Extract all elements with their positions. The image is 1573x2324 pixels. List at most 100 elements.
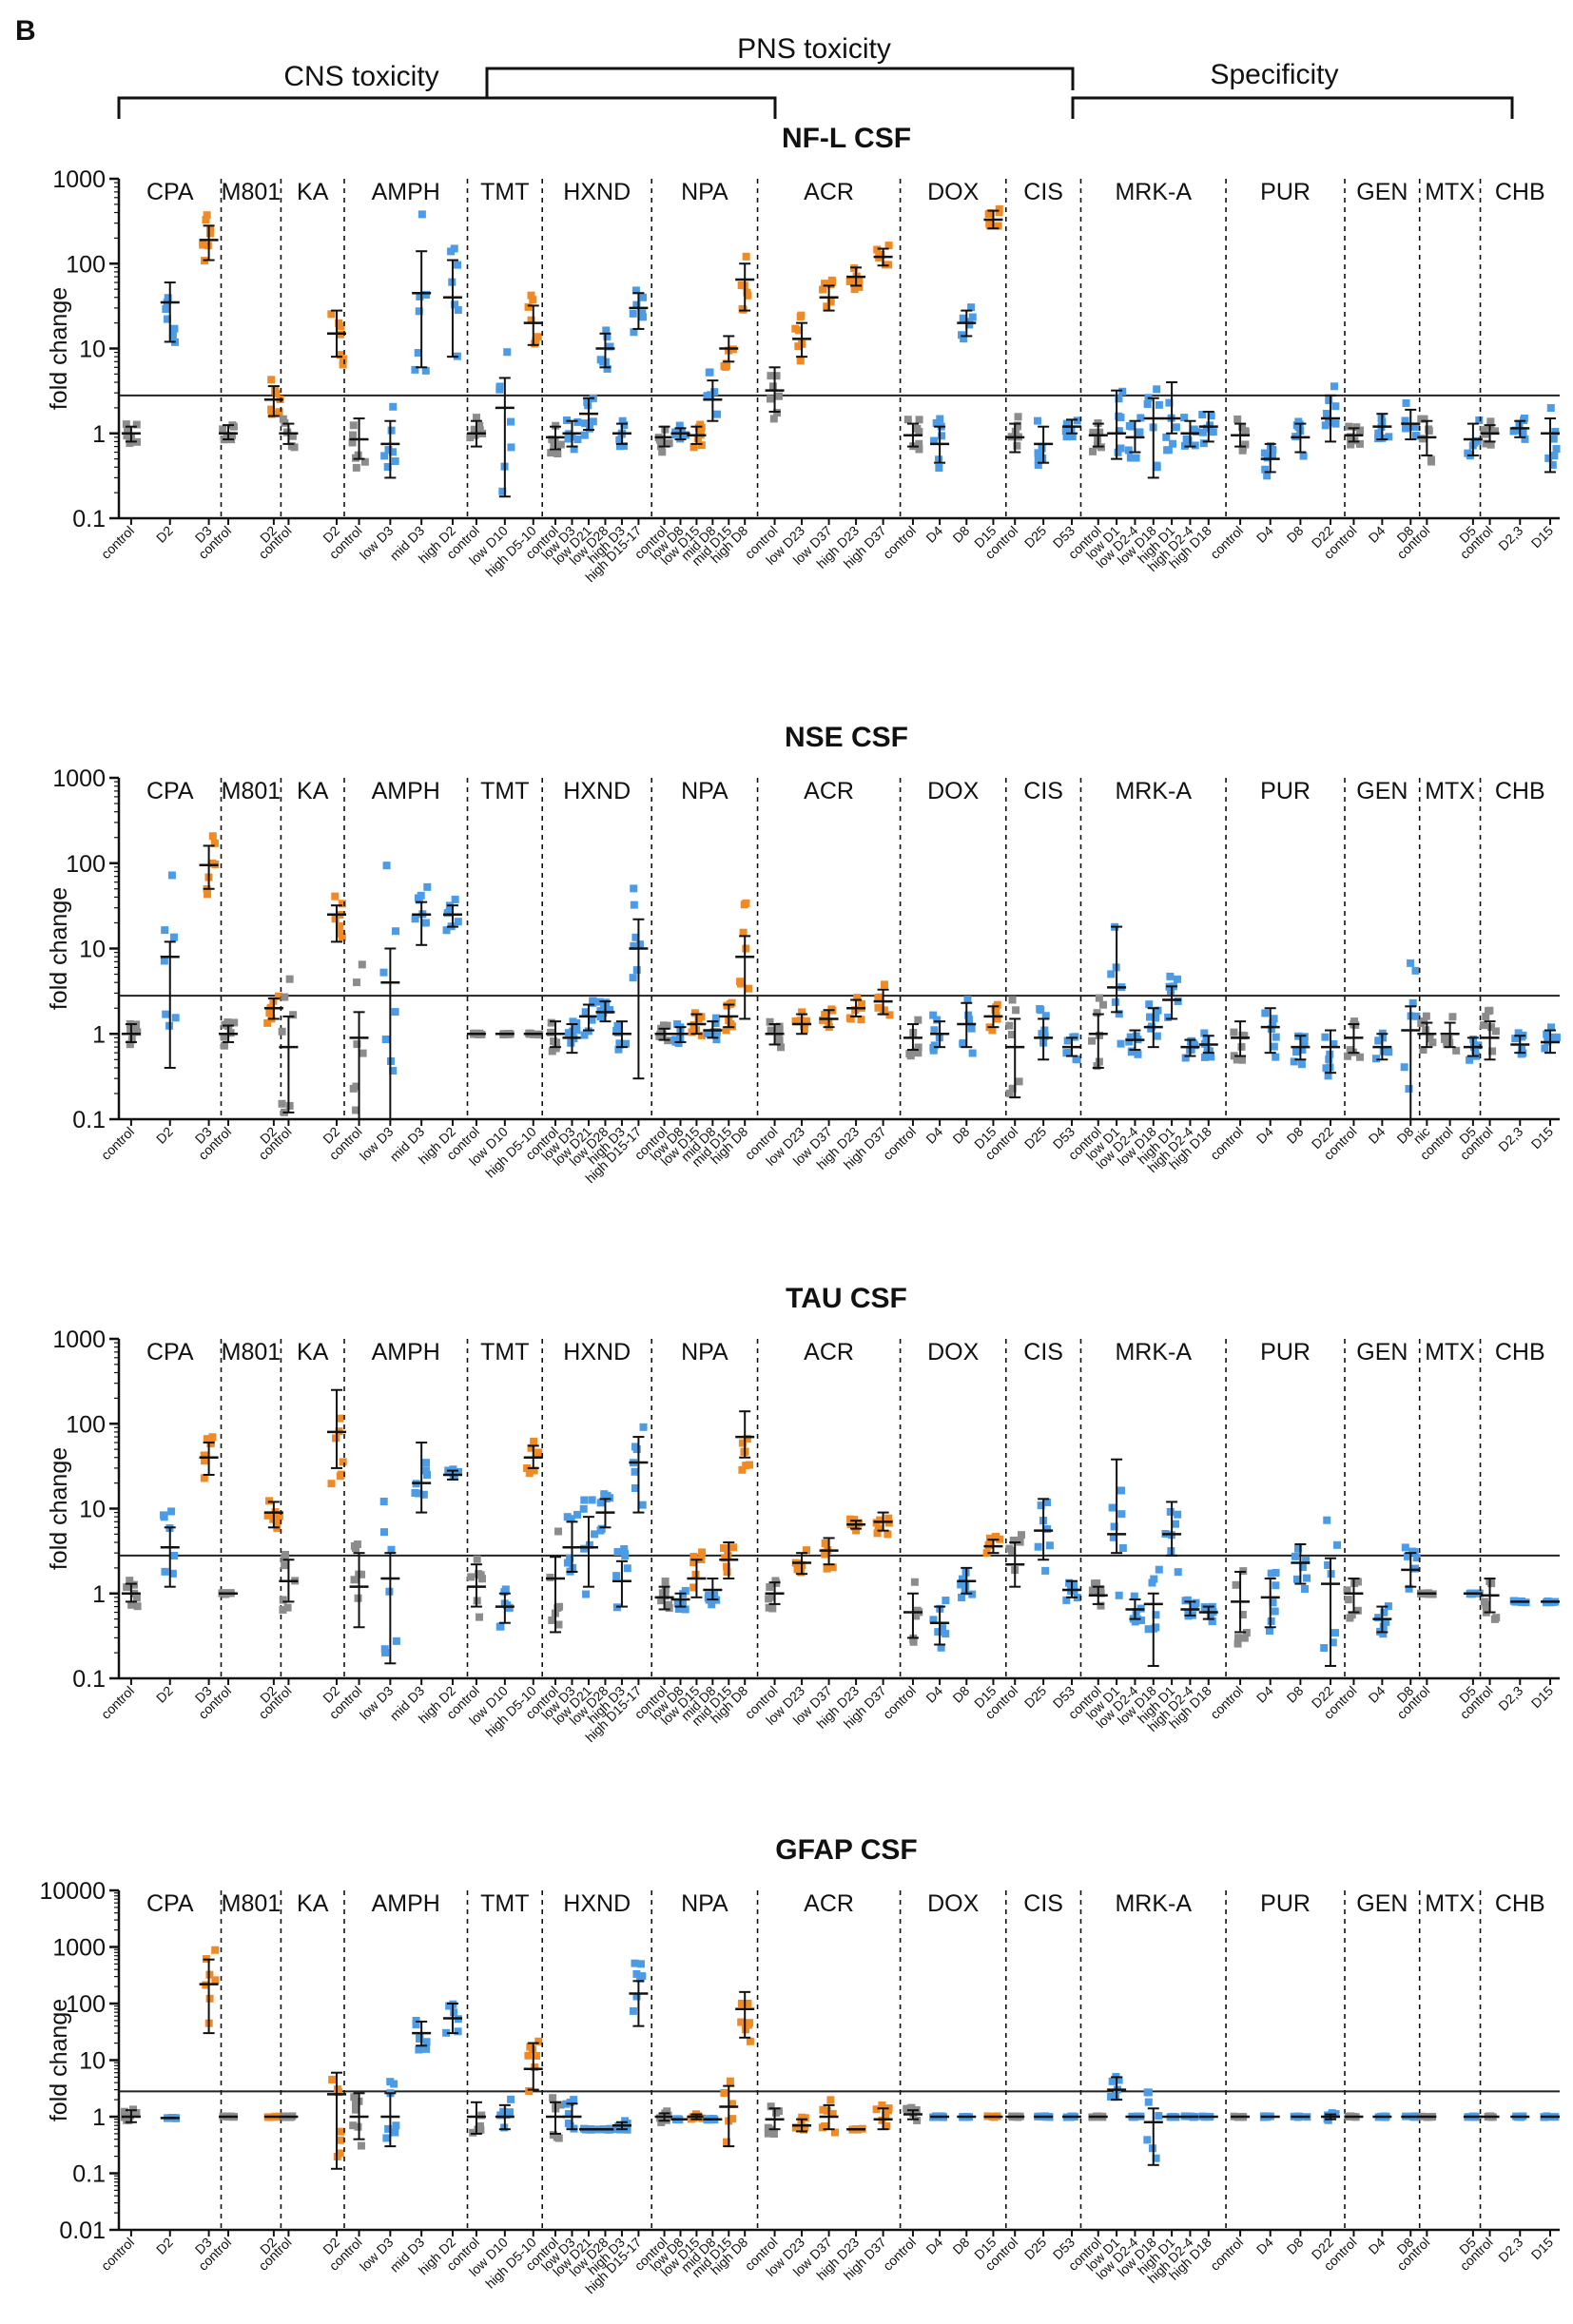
data-point [507,2095,515,2103]
data-point [1487,1023,1496,1032]
data-point [743,288,751,297]
data-point [767,1026,775,1035]
y-tick-label: 0.1 [72,1107,106,1133]
data-point [1172,423,1180,432]
data-point [819,2105,827,2114]
data-point [549,2094,557,2102]
data-point [1146,1013,1155,1021]
data-point [938,432,946,440]
group-label: TMT [480,1339,529,1365]
data-point [620,421,629,430]
x-tick-label: D2,3 [1495,523,1525,553]
y-axis-label: fold change [46,287,72,410]
data-point [384,446,393,455]
data-point [661,1592,670,1600]
data-point [697,441,706,450]
data-point [742,944,750,953]
data-point [530,1438,538,1446]
data-point [1233,1055,1241,1064]
x-tick-label: control [1207,2235,1246,2274]
data-point [123,432,131,440]
data-point [580,1031,589,1039]
data-point [906,2104,915,2113]
data-point [530,1466,538,1475]
data-point [1153,461,1161,470]
data-point [986,222,995,230]
data-point [327,310,336,319]
x-tick-label: control [255,523,294,562]
data-point [1480,426,1488,435]
data-point [612,1026,621,1035]
data-point [657,1597,666,1605]
data-point [728,2115,737,2123]
data-point [764,2129,772,2138]
data-point [803,1546,811,1555]
data-point [623,1564,631,1573]
x-tick-label: control [880,1124,919,1163]
data-point [466,434,475,442]
y-tick-label: 1000 [52,765,106,792]
data-point [1117,1486,1126,1495]
data-point [1124,446,1133,455]
data-point [1198,428,1207,436]
data-point [615,1040,624,1049]
data-point [1043,1498,1052,1506]
data-point [1152,2154,1160,2162]
data-point [1008,996,1017,1004]
data-point [469,2128,477,2137]
data-point [821,1011,829,1019]
data-point [1343,1586,1351,1595]
data-point [1382,1617,1390,1626]
data-point [548,1616,556,1624]
data-point [380,452,389,460]
data-point [794,326,803,335]
data-point [573,1026,581,1035]
data-point [1293,1544,1302,1553]
data-point [554,1527,563,1536]
data-point [1043,1524,1052,1533]
data-point [1324,2116,1332,2124]
data-point [205,229,214,238]
data-point [1374,429,1383,437]
data-point [968,1049,977,1057]
data-point [467,1573,476,1581]
data-point [1174,1510,1182,1519]
pns-bracket [485,67,1075,98]
data-point [936,415,944,423]
x-tick-label: D4 [1365,2235,1388,2257]
data-point [1144,2088,1153,2097]
data-point [982,1549,991,1558]
data-point [507,443,515,452]
data-point [821,280,829,288]
group-label: NPA [681,1339,728,1365]
data-point [1118,387,1127,396]
data-point [1115,2076,1123,2084]
x-tick-label: D2,3 [1495,2235,1525,2265]
data-point [689,443,698,452]
group-label: MTX [1425,1339,1475,1365]
data-point [1384,1602,1392,1611]
data-point [874,1003,883,1012]
data-point [570,445,578,454]
data-point [988,1026,997,1035]
data-point [411,915,419,923]
group-label: CIS [1023,1890,1063,1917]
x-tick-label: D15 [1528,1124,1557,1152]
data-point [1110,1522,1118,1531]
data-point [1443,1040,1451,1049]
data-point [708,1600,716,1609]
data-point [1331,402,1340,411]
data-point [549,2131,557,2140]
data-point [638,1501,647,1509]
data-point [663,1021,671,1030]
data-point [620,1549,629,1558]
data-point [874,994,883,1002]
data-point [412,2021,420,2029]
data-point [352,978,360,987]
data-point [720,2089,728,2098]
data-point [736,978,745,986]
data-point [942,1630,950,1638]
data-point [349,2121,358,2130]
data-point [337,1470,345,1479]
data-point [451,895,459,903]
